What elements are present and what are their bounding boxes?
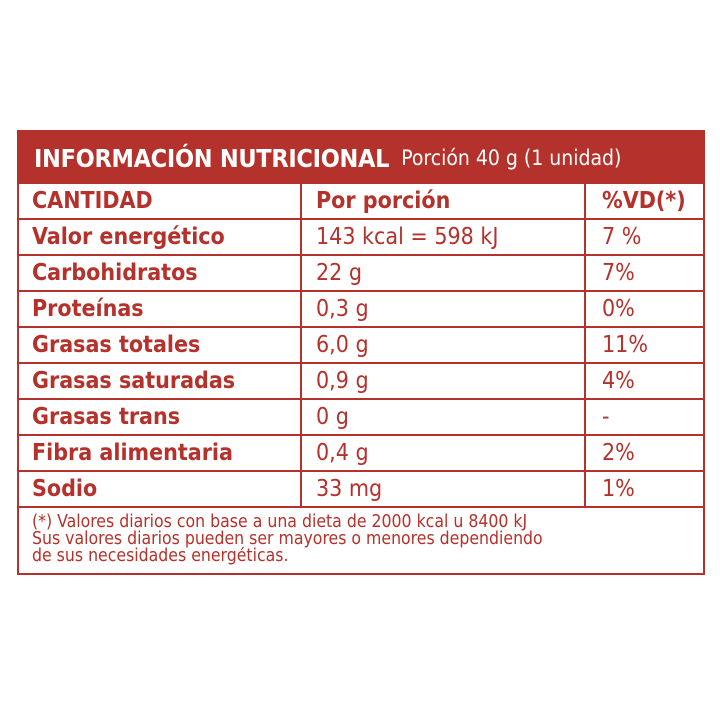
daily-value-percent: 4%: [602, 368, 635, 394]
per-serving-value: 0,3 g: [302, 292, 586, 326]
column-header-daily-value: %VD(*): [602, 188, 686, 214]
per-serving-value: 6,0 g: [302, 328, 586, 362]
column-header-nutrient: CANTIDAD: [19, 184, 302, 218]
per-serving-value: 0,4 g: [302, 436, 586, 470]
daily-value-percent: -: [602, 404, 610, 430]
nutrient-name: Grasas trans: [19, 400, 302, 434]
table-row: Carbohidratos 22 g 7%: [19, 256, 703, 292]
daily-value-percent: 7%: [602, 260, 635, 286]
column-header-per-serving: Por porción: [302, 184, 586, 218]
table-row: Proteínas 0,3 g 0%: [19, 292, 703, 328]
table-row: Grasas trans 0 g -: [19, 400, 703, 436]
nutrient-name: Sodio: [19, 472, 302, 506]
table-row: Sodio 33 mg 1%: [19, 472, 703, 508]
column-header-row: CANTIDAD Por porción %VD(*): [19, 184, 703, 220]
per-serving-value: 22 g: [302, 256, 586, 290]
daily-value-percent: 7 %: [602, 224, 642, 250]
nutrient-name: Proteínas: [19, 292, 302, 326]
table-row: Grasas saturadas 0,9 g 4%: [19, 364, 703, 400]
nutrient-name: Valor energético: [19, 220, 302, 254]
table-row: Valor energético 143 kcal = 598 kJ 7 %: [19, 220, 703, 256]
per-serving-value: 0,9 g: [302, 364, 586, 398]
nutrient-name: Grasas totales: [19, 328, 302, 362]
nutrient-name: Fibra alimentaria: [19, 436, 302, 470]
per-serving-value: 143 kcal = 598 kJ: [302, 220, 586, 254]
daily-value-percent: 0%: [602, 296, 635, 322]
nutrient-name: Carbohidratos: [19, 256, 302, 290]
footnote-line: (*) Valores diarios con base a una dieta…: [32, 512, 528, 532]
nutrition-header: INFORMACIÓN NUTRICIONAL Porción 40 g (1 …: [19, 132, 703, 184]
footnote-line: de sus necesidades energéticas.: [32, 546, 289, 566]
table-row: Grasas totales 6,0 g 11%: [19, 328, 703, 364]
daily-value-percent: 1%: [602, 476, 635, 502]
footnote: (*) Valores diarios con base a una dieta…: [19, 508, 703, 573]
daily-value-percent: 11%: [602, 332, 648, 358]
footnote-line: Sus valores diarios pueden ser mayores o…: [32, 529, 543, 549]
daily-value-percent: 2%: [602, 440, 635, 466]
nutrition-facts-label: INFORMACIÓN NUTRICIONAL Porción 40 g (1 …: [17, 130, 705, 575]
table-row: Fibra alimentaria 0,4 g 2%: [19, 436, 703, 472]
serving-size: Porción 40 g (1 unidad): [401, 146, 622, 170]
nutrition-title: INFORMACIÓN NUTRICIONAL: [34, 143, 390, 173]
per-serving-value: 0 g: [302, 400, 586, 434]
nutrient-name: Grasas saturadas: [19, 364, 302, 398]
per-serving-value: 33 mg: [302, 472, 586, 506]
